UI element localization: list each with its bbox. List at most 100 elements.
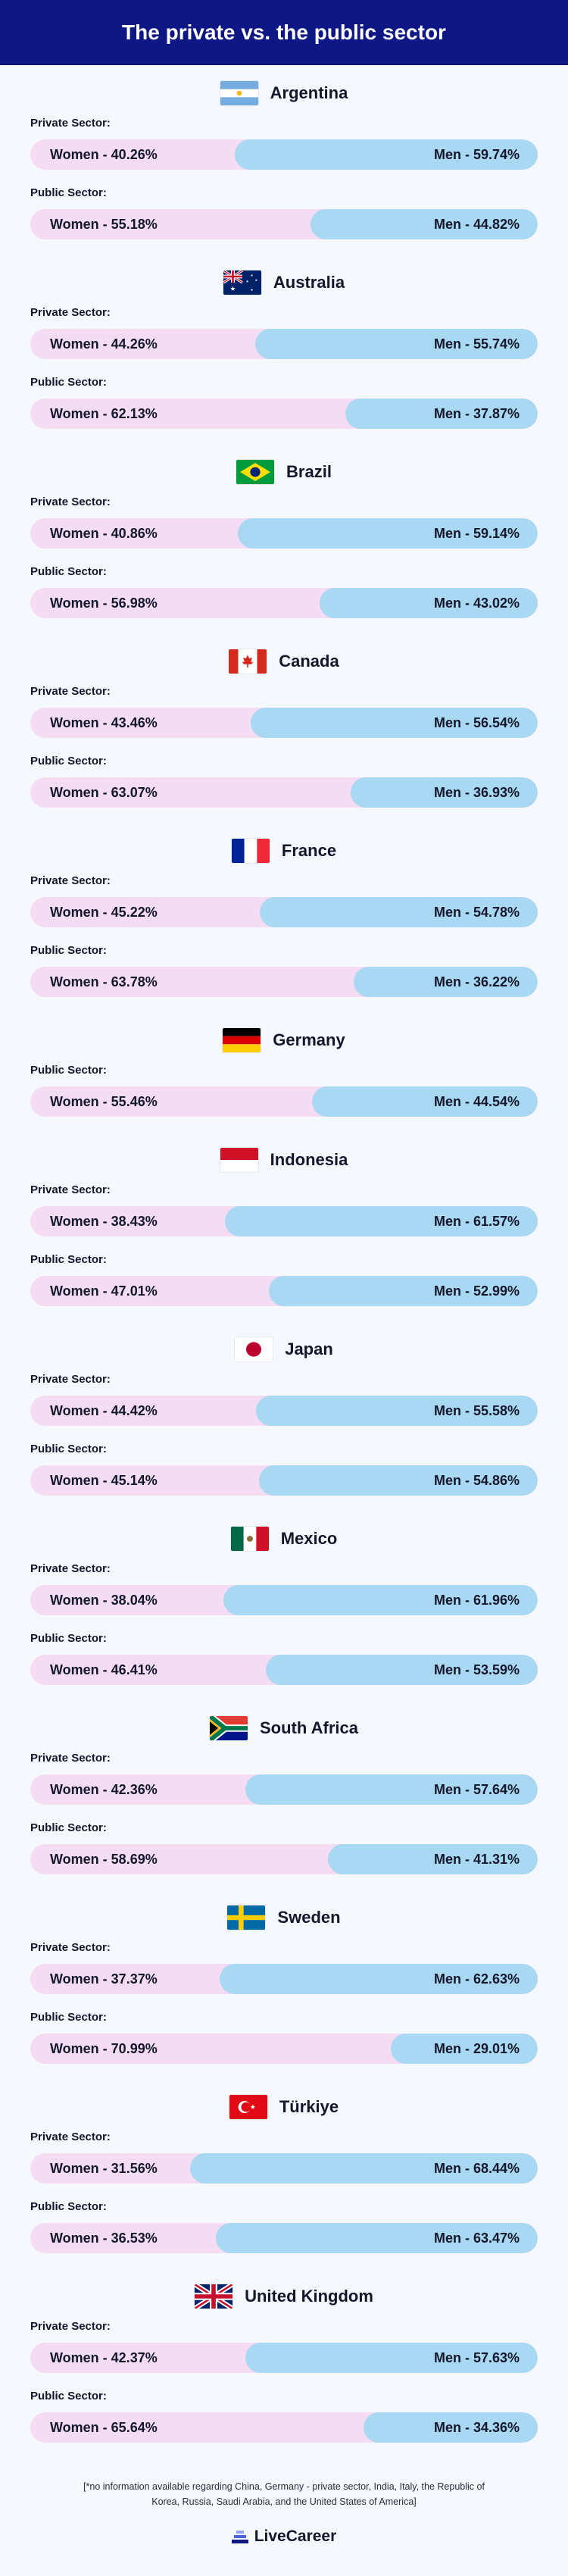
men-bar: [255, 1396, 538, 1426]
sector-label: Public Sector:: [30, 944, 107, 957]
sector-label: Private Sector:: [30, 306, 111, 319]
men-bar: [265, 1655, 538, 1685]
country-section: France Private Sector: Women - 45.22% Men -…: [0, 823, 568, 1012]
women-bar: Women - 44.26% Men - 55.74%: [30, 329, 538, 359]
sector-row: Public Sector: Women - 55.18% Men - 44.82%: [0, 186, 568, 256]
women-bar: Women - 55.46% Men - 44.54%: [30, 1086, 538, 1117]
women-value-label: Women - 37.37%: [50, 1971, 158, 1987]
men-value-label: Men - 59.14%: [433, 526, 520, 541]
women-bar: Women - 46.41% Men - 53.59%: [30, 1655, 538, 1685]
men-value-label: Men - 36.22%: [433, 974, 520, 989]
men-value-label: Men - 52.99%: [433, 1283, 520, 1299]
women-bar: Women - 45.22% Men - 54.78%: [30, 897, 538, 927]
sector-row: Public Sector: Women - 55.46% Men - 44.54%: [0, 1064, 568, 1133]
women-value-label: Women - 55.46%: [50, 1094, 158, 1109]
men-bar: [328, 1844, 538, 1874]
men-bar: [237, 518, 538, 549]
men-value-label: Men - 55.58%: [433, 1403, 520, 1418]
country-name: Türkiye: [279, 2097, 339, 2116]
women-bar: Women - 65.64% Men - 34.36%: [30, 2412, 538, 2443]
women-bar: Women - 44.42% Men - 55.58%: [30, 1396, 538, 1426]
women-bar: Women - 58.69% Men - 41.31%: [30, 1844, 538, 1874]
men-value-label: Men - 36.93%: [433, 785, 520, 800]
women-value-label: Women - 58.69%: [50, 1852, 158, 1867]
men-bar: [390, 2034, 538, 2064]
men-bar: [350, 777, 538, 808]
sector-label: Public Sector:: [30, 2390, 107, 2402]
brand-logo: LiveCareer: [0, 2528, 568, 2546]
sector-label: Private Sector:: [30, 117, 111, 130]
sector-label: Private Sector:: [30, 496, 111, 508]
sector-row: Public Sector: Women - 70.99% Men - 29.01%: [0, 2011, 568, 2080]
japan-flag-icon: [235, 1337, 273, 1361]
women-value-label: Women - 55.18%: [50, 217, 158, 232]
women-bar: Women - 42.37% Men - 57.63%: [30, 2343, 538, 2373]
women-bar: Women - 43.46% Men - 56.54%: [30, 708, 538, 738]
men-value-label: Men - 61.96%: [433, 1593, 520, 1608]
men-bar: [245, 1774, 538, 1805]
livecareer-logo-icon: [231, 2531, 248, 2543]
country-section: South Africa Private Sector: Women - 42.36…: [0, 1700, 568, 1890]
sector-label: Public Sector:: [30, 1821, 107, 1834]
men-value-label: Men - 59.74%: [433, 147, 520, 162]
country-heading: South Africa: [0, 1700, 568, 1752]
country-name: Argentina: [270, 83, 348, 102]
men-value-label: Men - 63.47%: [433, 2231, 520, 2246]
sector-row: Private Sector: Women - 42.37% Men - 57.63…: [0, 2320, 568, 2390]
sector-label: Public Sector:: [30, 755, 107, 767]
women-value-label: Women - 63.07%: [50, 785, 158, 800]
country-section: Indonesia Private Sector: Women - 38.43% Me…: [0, 1132, 568, 1321]
women-bar: Women - 31.56% Men - 68.44%: [30, 2153, 538, 2184]
women-bar: Women - 40.26% Men - 59.74%: [30, 139, 538, 170]
sector-row: Public Sector: Women - 63.07% Men - 36.93%: [0, 755, 568, 824]
australia-flag-icon: [223, 270, 261, 295]
men-bar: [259, 1465, 538, 1496]
sector-row: Private Sector: Women - 40.26% Men - 59.74…: [0, 117, 568, 186]
south-africa-flag-icon: [210, 1716, 248, 1740]
women-value-label: Women - 70.99%: [50, 2041, 158, 2056]
country-heading: Brazil: [0, 444, 568, 496]
sector-row: Public Sector: Women - 63.78% Men - 36.22%: [0, 944, 568, 1014]
sector-row: Private Sector: Women - 37.37% Men - 62.63…: [0, 1941, 568, 2011]
women-bar: Women - 37.37% Men - 62.63%: [30, 1964, 538, 1994]
united-kingdom-flag-icon: [195, 2284, 233, 2309]
country-heading: Canada: [0, 633, 568, 685]
brand-name: LiveCareer: [254, 2528, 337, 2545]
sector-row: Private Sector: Women - 40.86% Men - 59.14…: [0, 496, 568, 565]
country-section: Mexico Private Sector: Women - 38.04% Men -…: [0, 1511, 568, 1700]
country-heading: Germany: [0, 1012, 568, 1064]
sector-label: Private Sector:: [30, 874, 111, 887]
sector-label: Public Sector:: [30, 2011, 107, 2024]
country-heading: France: [0, 823, 568, 874]
country-name: Australia: [273, 273, 345, 292]
country-name: South Africa: [260, 1718, 358, 1737]
men-value-label: Men - 56.54%: [433, 715, 520, 730]
women-value-label: Women - 40.86%: [50, 526, 158, 541]
women-value-label: Women - 43.46%: [50, 715, 158, 730]
country-name: Indonesia: [270, 1150, 348, 1169]
men-value-label: Men - 44.54%: [433, 1094, 520, 1109]
women-value-label: Women - 40.26%: [50, 147, 158, 162]
sector-label: Public Sector:: [30, 376, 107, 389]
men-bar: [245, 2343, 538, 2373]
country-name: France: [281, 841, 337, 860]
women-value-label: Women - 45.22%: [50, 905, 158, 920]
sector-label: Private Sector:: [30, 1941, 111, 1954]
sector-label: Private Sector:: [30, 1183, 111, 1196]
men-value-label: Men - 61.57%: [433, 1214, 520, 1229]
women-bar: Women - 36.53% Men - 63.47%: [30, 2223, 538, 2253]
men-value-label: Men - 44.82%: [433, 217, 520, 232]
men-value-label: Men - 29.01%: [433, 2041, 520, 2056]
country-name: Japan: [285, 1340, 333, 1358]
men-bar: [311, 1086, 538, 1117]
women-value-label: Women - 38.04%: [50, 1593, 158, 1608]
women-value-label: Women - 65.64%: [50, 2420, 158, 2435]
men-bar: [363, 2412, 538, 2443]
country-section: United Kingdom Private Sector: Women - 42.…: [0, 2268, 568, 2458]
men-bar: [345, 399, 538, 429]
women-value-label: Women - 45.14%: [50, 1473, 158, 1488]
country-section: Argentina Private Sector: Women - 40.26% Me…: [0, 65, 568, 255]
country-section: Canada Private Sector: Women - 43.46% Men -…: [0, 633, 568, 823]
women-value-label: Women - 47.01%: [50, 1283, 158, 1299]
country-section: Australia Private Sector: Women - 44.26% Me…: [0, 255, 568, 444]
